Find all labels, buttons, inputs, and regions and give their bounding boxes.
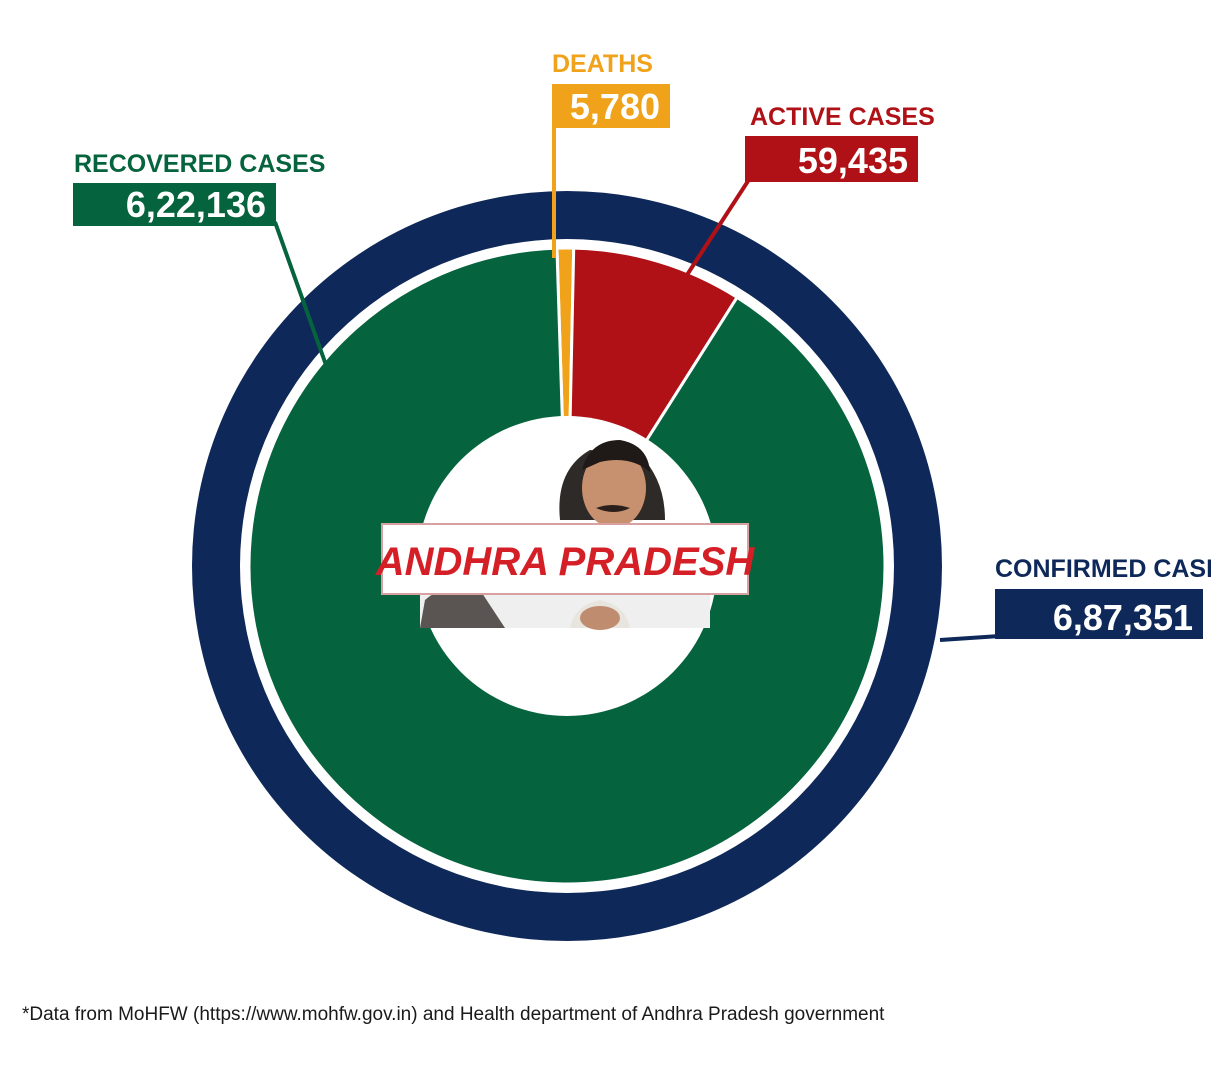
confirmed-cases-value: 6,87,351: [1053, 597, 1193, 638]
footnote: *Data from MoHFW (https://www.mohfw.gov.…: [22, 1004, 885, 1025]
active-cases-value-box: [745, 136, 918, 182]
recovered-cases-value-box: [73, 183, 276, 226]
recovered-leader-line: [273, 221, 328, 366]
deaths-value-box: [552, 84, 670, 128]
center-label-box: [381, 523, 749, 595]
portrait-image: [420, 440, 710, 630]
confirmed-cases-value-box: [995, 589, 1203, 639]
center-label: ANDHRA PRADESH: [375, 540, 756, 584]
active-cases-label: ACTIVE CASES: [750, 103, 935, 131]
confirmed-cases-label: CONFIRMED CASES: [995, 555, 1211, 583]
confirmed-leader-line: [939, 634, 1001, 642]
active-cases-value: 59,435: [798, 140, 908, 181]
active-leader-line: [683, 176, 752, 280]
recovered-cases-value: 6,22,136: [126, 184, 266, 225]
deaths-value: 5,780: [570, 86, 660, 127]
recovered-cases-label: RECOVERED CASES: [74, 150, 325, 178]
deaths-label: DEATHS: [552, 50, 653, 78]
